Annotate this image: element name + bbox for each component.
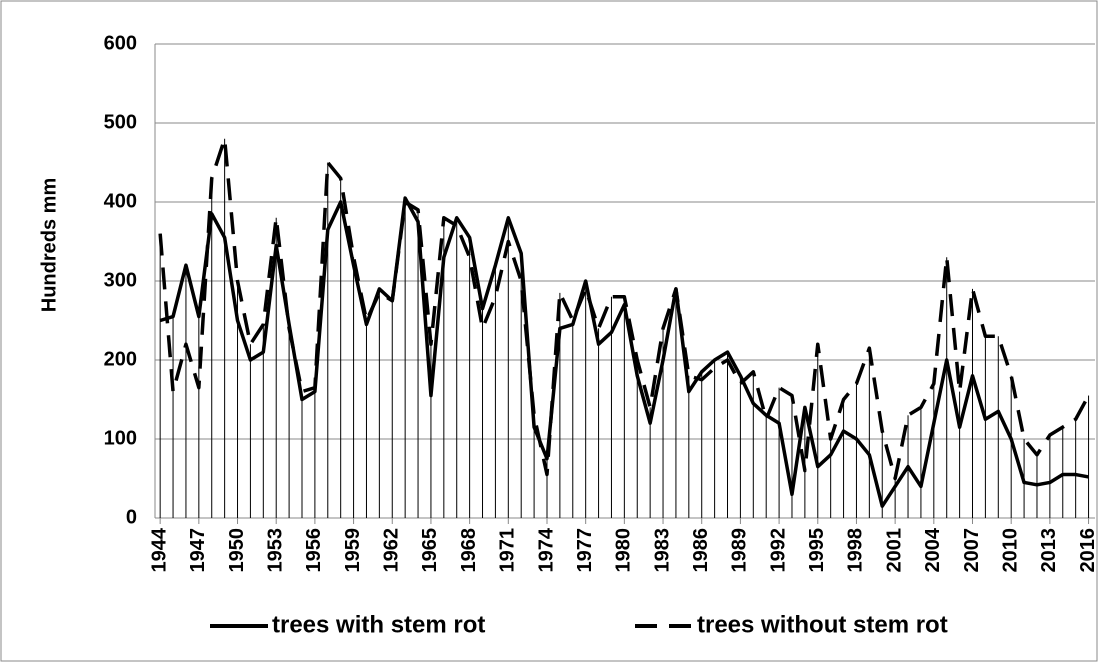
x-tick-label: 1980 [613, 528, 635, 573]
x-tick-label: 1998 [845, 528, 867, 573]
y-tick-label: 300 [104, 269, 137, 291]
series-line [158, 137, 1091, 481]
x-tick-label: 1989 [729, 528, 751, 573]
x-tick-label: 2013 [1038, 528, 1060, 573]
x-tick-label: 1956 [303, 528, 325, 573]
y-tick-label: 600 [104, 32, 137, 54]
x-tick-label: 2001 [883, 528, 905, 573]
x-tick-label: 1971 [497, 528, 519, 573]
y-tick-label: 400 [104, 190, 137, 212]
x-tick-label: 1974 [535, 527, 557, 572]
x-tick-label: 1992 [767, 528, 789, 573]
legend-label: trees with stem rot [272, 611, 485, 638]
x-tick-label: 1983 [651, 528, 673, 573]
x-tick-label: 2016 [1077, 528, 1099, 573]
x-tick-label: 2007 [961, 528, 983, 573]
x-tick-label: 1944 [148, 527, 170, 572]
x-tick-label: 1962 [381, 528, 403, 573]
x-tick-label: 1977 [574, 528, 596, 573]
y-axis-label: Hundreds mm [38, 178, 60, 312]
x-tick-label: 1995 [806, 528, 828, 573]
x-tick-label: 1986 [690, 528, 712, 573]
x-tick-label: 1965 [419, 528, 441, 573]
x-tick-label: 2004 [922, 527, 944, 572]
x-tick-label: 1953 [264, 528, 286, 573]
x-tick-label: 1959 [342, 528, 364, 573]
x-tick-label: 1947 [187, 528, 209, 573]
x-tick-label: 1950 [226, 528, 248, 573]
y-tick-label: 200 [104, 348, 137, 370]
legend-label: trees without stem rot [697, 611, 948, 638]
y-tick-label: 100 [104, 427, 137, 449]
y-tick-label: 0 [126, 506, 137, 528]
x-tick-label: 2010 [999, 528, 1021, 573]
y-tick-label: 500 [104, 111, 137, 133]
x-tick-label: 1968 [458, 528, 480, 573]
